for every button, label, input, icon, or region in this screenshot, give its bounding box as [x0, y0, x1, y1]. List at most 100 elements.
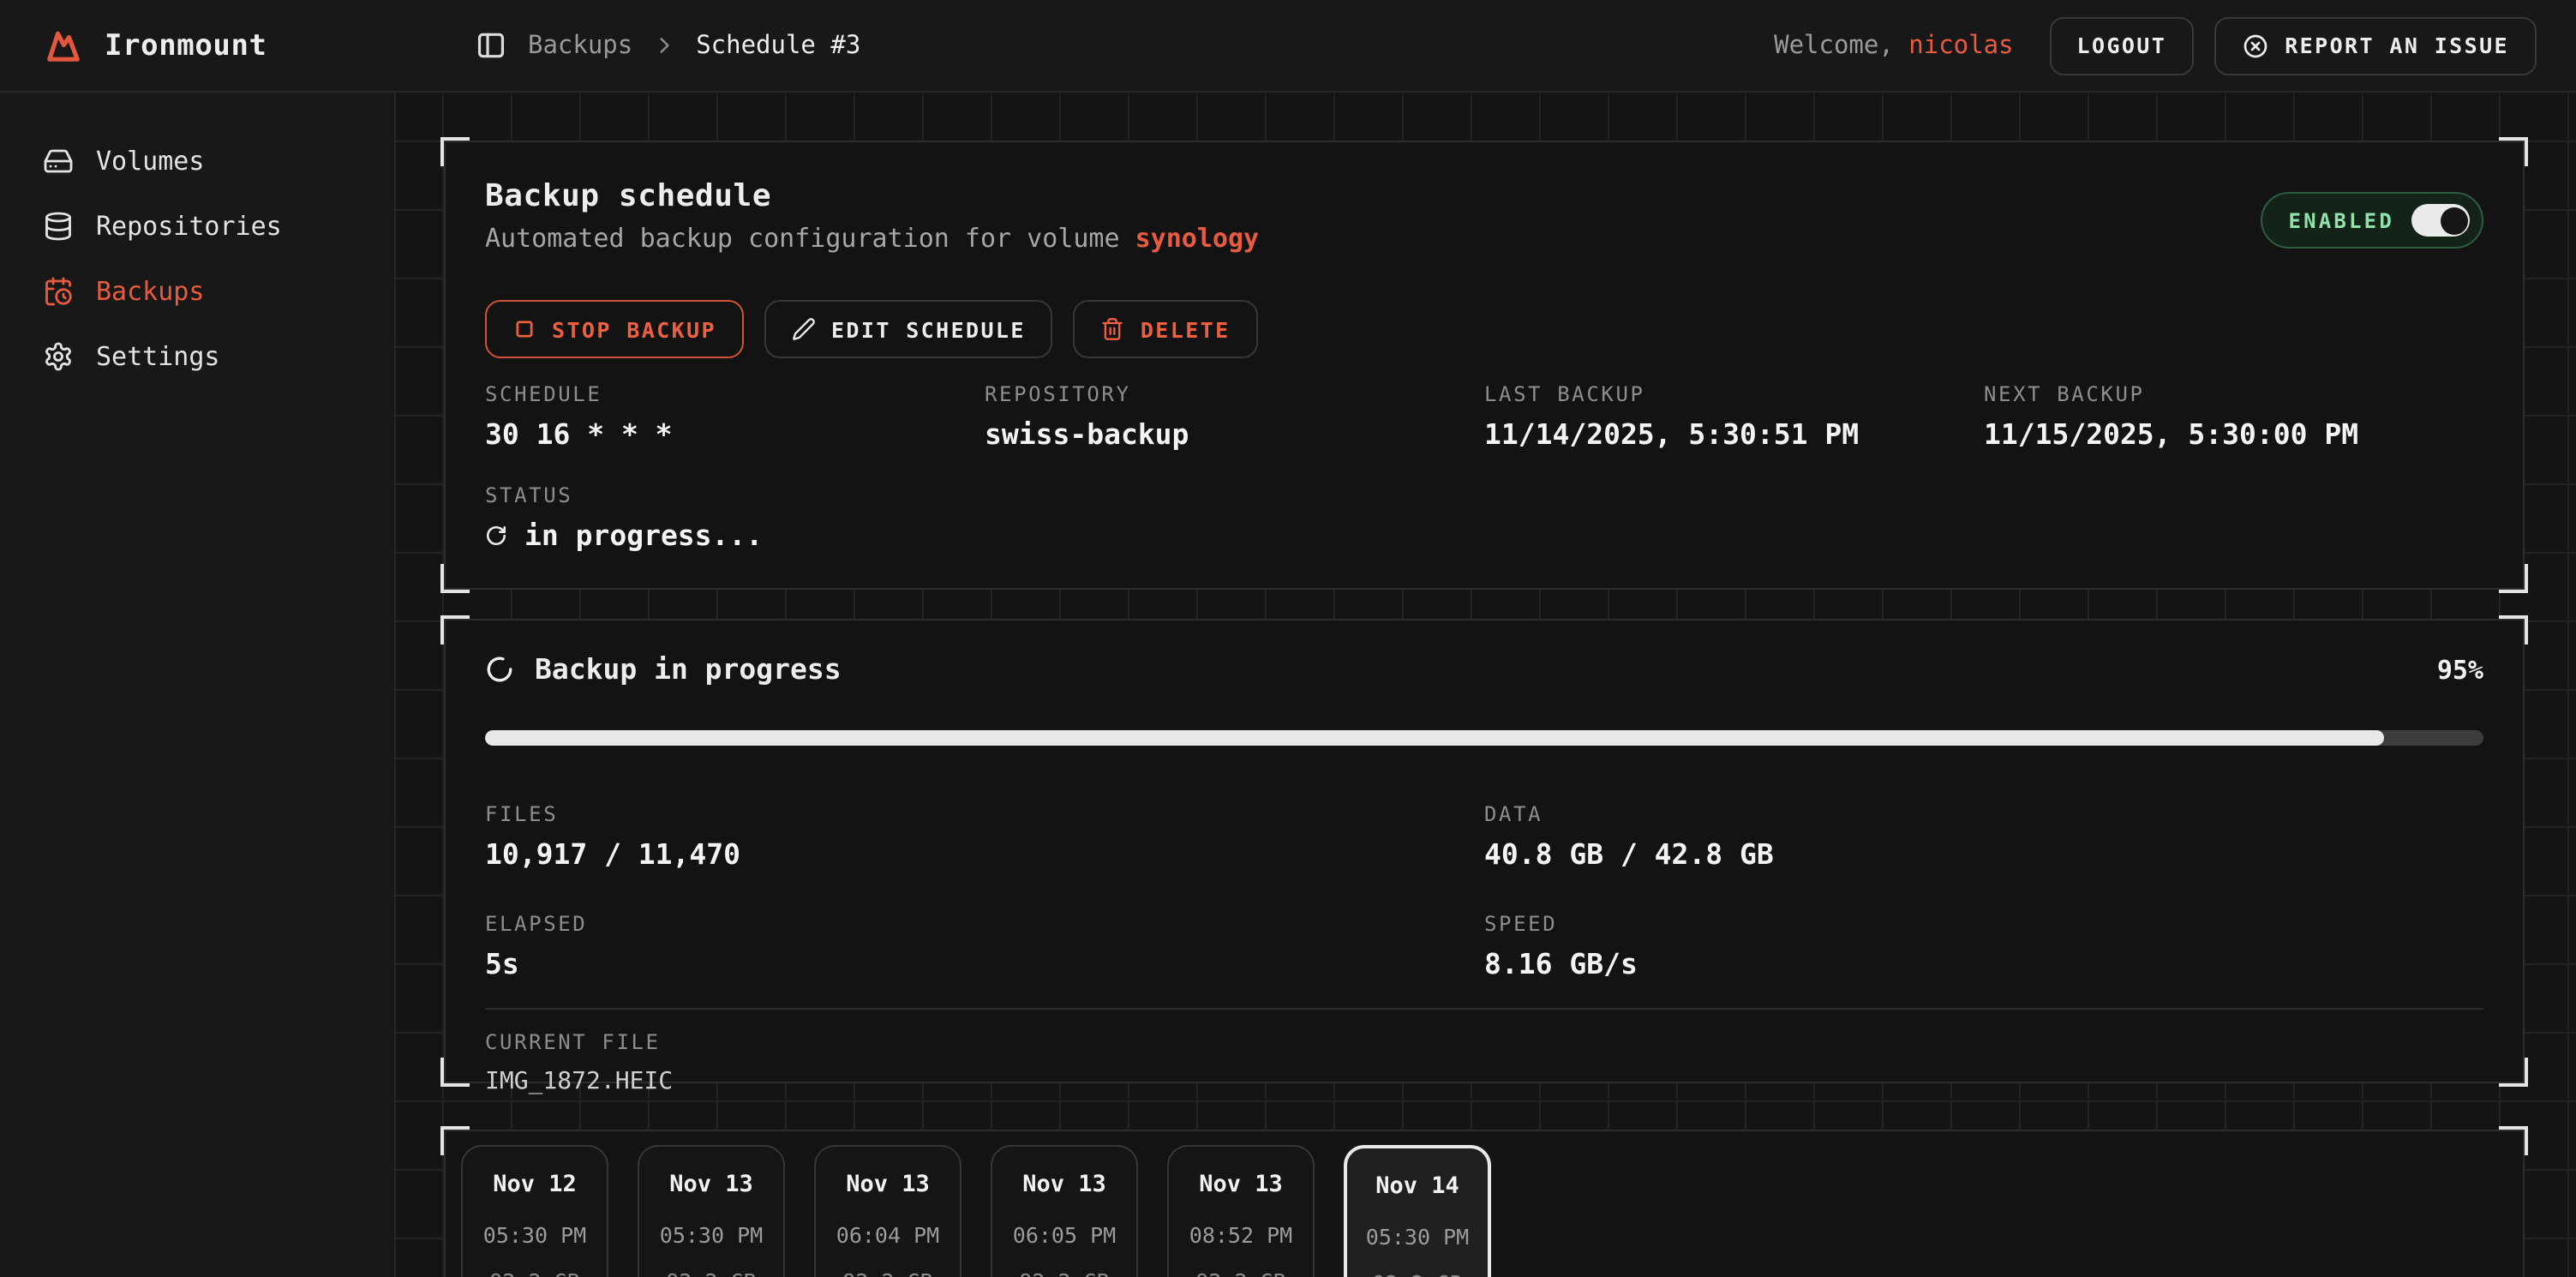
- field-value: 11/14/2025, 5:30:51 PM: [1484, 418, 1860, 451]
- field-next-backup: NEXT BACKUP 11/15/2025, 5:30:00 PM: [1984, 382, 2483, 451]
- field-value: 11/15/2025, 5:30:00 PM: [1984, 418, 2359, 451]
- breadcrumb-page: Schedule #3: [696, 32, 861, 59]
- schedule-card-heading: Backup schedule Automated backup configu…: [485, 178, 1259, 254]
- sidebar-item-repositories[interactable]: Repositories: [0, 194, 394, 259]
- snapshot-size: 92.2 GB: [639, 1268, 783, 1277]
- corner-bracket: [2499, 564, 2528, 593]
- enabled-badge: ENABLED: [2261, 192, 2483, 249]
- brand-title: Ironmount: [105, 28, 267, 63]
- corner-bracket: [440, 564, 470, 593]
- trash-icon: [1101, 317, 1125, 341]
- progress-stats-grid: FILES 10,917 / 11,470 DATA 40.8 GB / 42.…: [485, 802, 2483, 980]
- corner-bracket: [440, 1058, 470, 1087]
- breadcrumb: Backups Schedule #3: [475, 29, 860, 62]
- sidebar-item-label: Repositories: [96, 211, 282, 242]
- subtitle-text: Automated backup configuration for volum…: [485, 223, 1135, 254]
- sidebar-item-label: Backups: [96, 276, 205, 307]
- snapshot-time: 08:52 PM: [1189, 1222, 1293, 1248]
- stat-data: DATA 40.8 GB / 42.8 GB: [1484, 802, 2483, 871]
- stat-speed: SPEED 8.16 GB/s: [1484, 912, 2483, 980]
- snapshot-size: 92.2 GB: [816, 1268, 960, 1277]
- sidebar-item-settings[interactable]: Settings: [0, 324, 394, 389]
- status-text: in progress...: [524, 519, 764, 552]
- stat-label: SPEED: [1484, 912, 1558, 936]
- sidebar-item-label: Settings: [96, 341, 220, 372]
- corner-bracket: [440, 137, 470, 166]
- stat-label: DATA: [1484, 802, 1543, 826]
- field-label: NEXT BACKUP: [1984, 382, 2145, 406]
- sidebar-item-label: Volumes: [96, 146, 205, 177]
- stat-elapsed: ELAPSED 5s: [485, 912, 1484, 980]
- rotate-spinner-icon: [485, 525, 507, 547]
- progress-bar-fill: [485, 730, 2384, 746]
- snapshot-history-card: Nov 12 05:30 PM 92.2 GB Nov 13 05:30 PM …: [440, 1126, 2528, 1277]
- chevron-right-icon: [653, 34, 675, 57]
- stop-backup-label: STOP BACKUP: [552, 316, 716, 342]
- topbar-actions: Welcome, nicolas LOGOUT REPORT AN ISSUE: [1774, 16, 2576, 75]
- logout-button[interactable]: LOGOUT: [2049, 16, 2195, 75]
- stop-backup-button[interactable]: STOP BACKUP: [485, 300, 744, 358]
- volume-name: synology: [1135, 223, 1260, 254]
- progress-header: Backup in progress 95%: [485, 621, 2483, 686]
- schedule-card-subtitle: Automated backup configuration for volum…: [485, 223, 1259, 254]
- snapshot-item-selected[interactable]: Nov 14 05:30 PM 92.2 GB: [1344, 1145, 1491, 1277]
- panel-left-icon[interactable]: [475, 29, 507, 62]
- gear-icon: [43, 341, 74, 372]
- enabled-label: ENABLED: [2288, 208, 2394, 232]
- snapshot-size: 92.2 GB: [992, 1268, 1136, 1277]
- snapshot-item[interactable]: Nov 13 06:05 PM 92.2 GB: [991, 1145, 1138, 1277]
- field-value: 30 16 * * *: [485, 418, 673, 451]
- field-label: LAST BACKUP: [1484, 382, 1645, 406]
- snapshot-date: Nov 13: [1199, 1171, 1283, 1198]
- snapshot-date: Nov 13: [669, 1171, 753, 1198]
- welcome-text: Welcome, nicolas: [1774, 32, 2013, 59]
- snapshot-item[interactable]: Nov 13 08:52 PM 92.2 GB: [1167, 1145, 1315, 1277]
- snapshot-time: 05:30 PM: [1365, 1224, 1470, 1250]
- field-last-backup: LAST BACKUP 11/14/2025, 5:30:51 PM: [1484, 382, 1984, 451]
- field-label: SCHEDULE: [485, 382, 602, 406]
- snapshot-time: 06:05 PM: [1012, 1222, 1117, 1248]
- hard-drive-icon: [43, 146, 74, 177]
- snapshot-date: Nov 14: [1375, 1172, 1459, 1200]
- corner-bracket: [440, 1126, 470, 1155]
- brand: Ironmount: [0, 23, 267, 68]
- breadcrumb-section[interactable]: Backups: [528, 32, 633, 59]
- field-label: REPOSITORY: [985, 382, 1131, 406]
- field-label: STATUS: [485, 483, 573, 507]
- snapshot-date: Nov 13: [846, 1171, 930, 1198]
- snapshot-item[interactable]: Nov 13 05:30 PM 92.2 GB: [638, 1145, 785, 1277]
- edit-schedule-button[interactable]: EDIT SCHEDULE: [764, 300, 1053, 358]
- snapshot-list: Nov 12 05:30 PM 92.2 GB Nov 13 05:30 PM …: [461, 1145, 2507, 1277]
- username: nicolas: [1908, 32, 2014, 59]
- logout-label: LOGOUT: [2076, 33, 2167, 58]
- stat-value: 8.16 GB/s: [1484, 948, 1638, 980]
- report-issue-button[interactable]: REPORT AN ISSUE: [2214, 16, 2537, 75]
- corner-bracket: [2499, 615, 2528, 644]
- field-schedule: SCHEDULE 30 16 * * *: [485, 382, 985, 451]
- sidebar-item-volumes[interactable]: Volumes: [0, 129, 394, 194]
- report-issue-icon: [2242, 32, 2269, 59]
- pencil-icon: [792, 317, 816, 341]
- divider: [485, 1008, 2483, 1010]
- toggle-knob: [2440, 207, 2467, 234]
- sidebar-item-backups[interactable]: Backups: [0, 259, 394, 324]
- field-repository: REPOSITORY swiss-backup: [985, 382, 1484, 451]
- corner-bracket: [440, 615, 470, 644]
- snapshot-item[interactable]: Nov 12 05:30 PM 92.2 GB: [461, 1145, 608, 1277]
- snapshot-size: 92.2 GB: [1347, 1270, 1488, 1277]
- current-file-value: IMG_1872.HEIC: [485, 1068, 674, 1095]
- schedule-info-grid: SCHEDULE 30 16 * * * REPOSITORY swiss-ba…: [485, 382, 2483, 451]
- snapshot-time: 05:30 PM: [659, 1222, 764, 1248]
- sidebar: Volumes Repositories Backups Settings: [0, 93, 396, 1277]
- stat-value: 40.8 GB / 42.8 GB: [1484, 838, 1774, 871]
- enabled-toggle[interactable]: [2411, 204, 2470, 237]
- delete-button[interactable]: DELETE: [1073, 300, 1258, 358]
- stat-files: FILES 10,917 / 11,470: [485, 802, 1484, 871]
- progress-bar: [485, 730, 2483, 746]
- snapshot-item[interactable]: Nov 13 06:04 PM 92.2 GB: [814, 1145, 962, 1277]
- mountain-logo-icon: [41, 23, 86, 68]
- snapshot-size: 92.2 GB: [463, 1268, 607, 1277]
- edit-schedule-label: EDIT SCHEDULE: [830, 316, 1026, 342]
- loader-spinner-icon: [485, 655, 514, 684]
